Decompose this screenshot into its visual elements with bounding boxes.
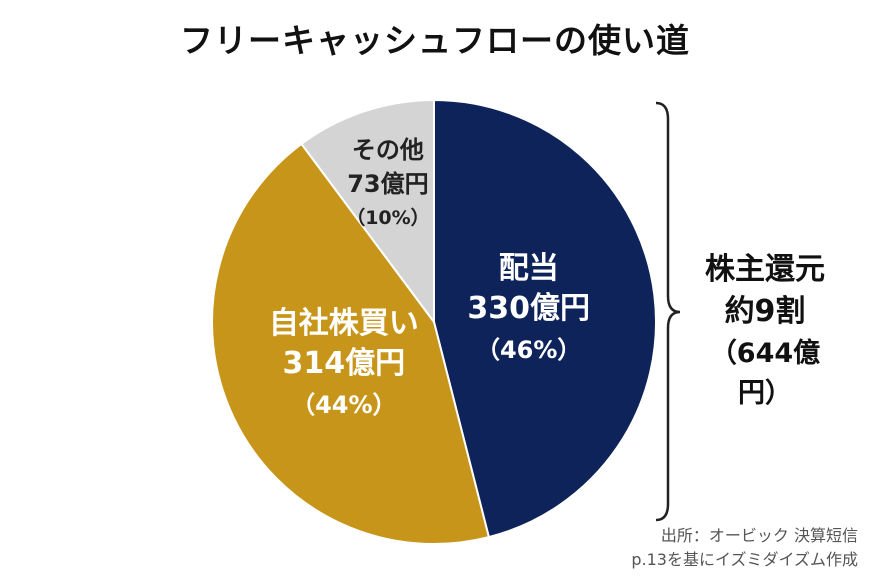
source-note: 出所：オービック 決算短信 p.13を基にイズミダイズム作成: [631, 524, 858, 572]
annotation-line2: 約9割: [724, 294, 806, 329]
annotation-line3: （644億円）: [709, 338, 821, 409]
pie-label-0-1: 330億円: [467, 291, 590, 326]
pie-label-2-2: （10%）: [346, 206, 429, 229]
shareholder-return-bracket: [655, 101, 681, 522]
source-line1: 出所：オービック 決算短信: [660, 526, 858, 545]
source-line2: p.13を基にイズミダイズム作成: [631, 550, 858, 569]
pie-slice-0: [433, 98, 657, 539]
pie-slice-1: [211, 142, 491, 545]
pie-label-1-1: 314億円: [283, 346, 406, 381]
pie-slice-2: [300, 98, 435, 326]
annotation-line1: 株主還元: [705, 252, 825, 287]
pie-label-0-0: 配当: [499, 251, 559, 286]
pie-label-2-1: 73億円: [347, 170, 428, 198]
pie-label-2-0: その他: [352, 136, 424, 164]
pie-label-1-0: 自社株買い: [269, 306, 419, 341]
chart-title: フリーキャッシュフローの使い道: [180, 21, 690, 60]
pie-label-1-2: （44%）: [291, 391, 396, 419]
pie-label-0-2: （46%）: [476, 336, 581, 364]
